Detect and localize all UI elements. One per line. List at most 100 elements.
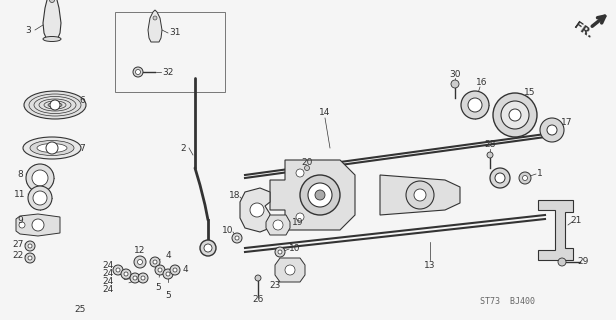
Polygon shape (380, 175, 460, 215)
Circle shape (163, 269, 173, 279)
Circle shape (235, 236, 239, 240)
Circle shape (138, 273, 148, 283)
Text: 23: 23 (269, 281, 281, 290)
Circle shape (519, 172, 531, 184)
Circle shape (451, 80, 459, 88)
Circle shape (32, 219, 44, 231)
Circle shape (285, 265, 295, 275)
Text: 20: 20 (301, 157, 313, 166)
Circle shape (461, 91, 489, 119)
Circle shape (33, 191, 47, 205)
Circle shape (113, 265, 123, 275)
Circle shape (414, 189, 426, 201)
Circle shape (204, 244, 212, 252)
Circle shape (134, 256, 146, 268)
Ellipse shape (23, 137, 81, 159)
Circle shape (509, 109, 521, 121)
Circle shape (468, 98, 482, 112)
Circle shape (150, 257, 160, 267)
Text: 1: 1 (537, 169, 543, 178)
Text: 15: 15 (524, 87, 536, 97)
Text: 14: 14 (319, 108, 331, 116)
Text: 6: 6 (79, 95, 85, 105)
Circle shape (124, 272, 128, 276)
Circle shape (304, 165, 309, 171)
Circle shape (28, 256, 32, 260)
Circle shape (153, 260, 157, 264)
Circle shape (166, 272, 170, 276)
Circle shape (116, 268, 120, 272)
Text: 17: 17 (561, 117, 573, 126)
Circle shape (315, 190, 325, 200)
Text: 7: 7 (79, 143, 85, 153)
Text: 28: 28 (484, 140, 496, 148)
Circle shape (137, 260, 142, 265)
Circle shape (296, 169, 304, 177)
Circle shape (275, 247, 285, 257)
Text: 5: 5 (165, 291, 171, 300)
Circle shape (121, 269, 131, 279)
Text: 22: 22 (12, 252, 23, 260)
Circle shape (173, 268, 177, 272)
Circle shape (130, 273, 140, 283)
Text: 10: 10 (222, 226, 233, 235)
Circle shape (406, 181, 434, 209)
Circle shape (308, 183, 332, 207)
Circle shape (540, 118, 564, 142)
Text: 13: 13 (424, 260, 436, 269)
Text: 24: 24 (102, 269, 113, 278)
Text: 18: 18 (229, 190, 241, 199)
Circle shape (25, 241, 35, 251)
Circle shape (296, 213, 304, 221)
Text: 24: 24 (102, 260, 113, 269)
Text: 8: 8 (17, 170, 23, 179)
Circle shape (501, 101, 529, 129)
Circle shape (25, 253, 35, 263)
Text: 16: 16 (476, 77, 488, 86)
Text: FR.: FR. (572, 20, 594, 40)
Circle shape (547, 125, 557, 135)
FancyBboxPatch shape (115, 12, 225, 92)
Polygon shape (270, 160, 355, 230)
Circle shape (232, 233, 242, 243)
Circle shape (495, 173, 505, 183)
Circle shape (250, 203, 264, 217)
Circle shape (141, 276, 145, 280)
Circle shape (19, 222, 25, 228)
Circle shape (300, 175, 340, 215)
Ellipse shape (30, 140, 74, 156)
Circle shape (522, 175, 527, 180)
Text: 2: 2 (180, 143, 186, 153)
Circle shape (558, 258, 566, 266)
Text: 32: 32 (162, 68, 174, 76)
Circle shape (278, 250, 282, 254)
Text: 31: 31 (169, 28, 180, 36)
Circle shape (32, 170, 48, 186)
Polygon shape (43, 0, 61, 40)
Circle shape (28, 244, 32, 248)
Circle shape (255, 275, 261, 281)
Text: 12: 12 (134, 245, 146, 254)
Circle shape (170, 265, 180, 275)
Text: 5: 5 (155, 284, 161, 292)
Circle shape (49, 0, 54, 3)
Polygon shape (266, 215, 290, 235)
Circle shape (46, 142, 58, 154)
Text: 26: 26 (253, 295, 264, 305)
Text: 24: 24 (102, 277, 113, 286)
Text: 30: 30 (449, 69, 461, 78)
Circle shape (155, 265, 165, 275)
Polygon shape (275, 258, 305, 282)
Circle shape (133, 276, 137, 280)
Text: 24: 24 (102, 285, 113, 294)
Ellipse shape (43, 36, 61, 42)
Circle shape (153, 16, 157, 20)
Circle shape (28, 186, 52, 210)
Text: 11: 11 (14, 189, 26, 198)
Polygon shape (538, 200, 573, 260)
Circle shape (273, 220, 283, 230)
Text: 21: 21 (570, 215, 582, 225)
Ellipse shape (24, 91, 86, 119)
Text: 10: 10 (290, 244, 301, 252)
Circle shape (26, 164, 54, 192)
